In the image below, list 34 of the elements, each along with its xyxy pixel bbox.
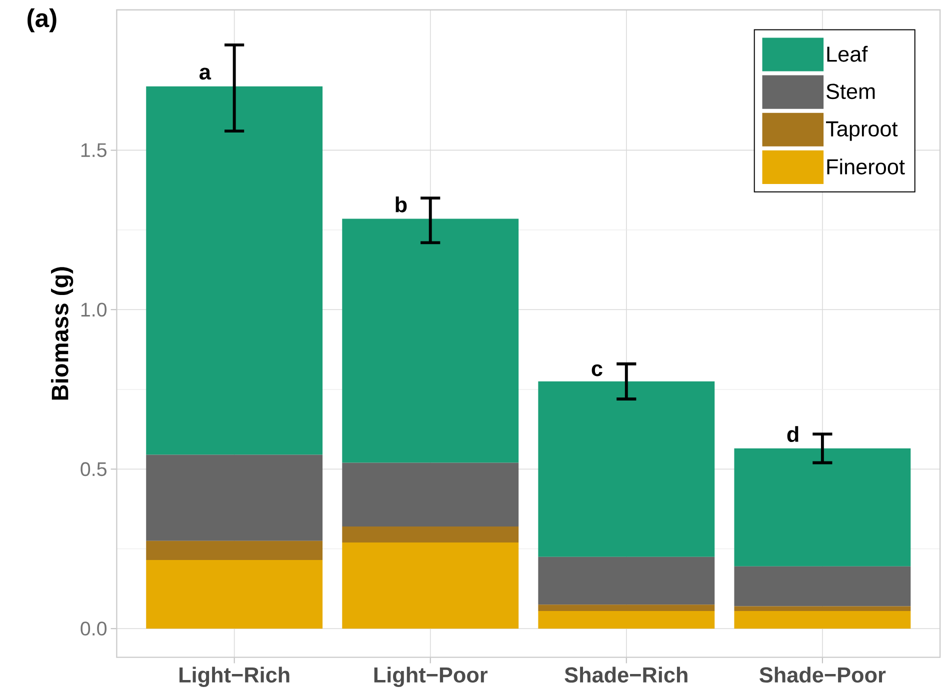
bar bbox=[342, 218, 519, 463]
annotation: a bbox=[200, 68, 212, 80]
bar bbox=[342, 542, 519, 629]
legend-label: Stem bbox=[826, 84, 875, 100]
bar bbox=[146, 540, 323, 560]
bar bbox=[342, 462, 519, 527]
x-tick-label: Light−Poor bbox=[374, 666, 488, 688]
annotation: b bbox=[396, 196, 407, 212]
bar bbox=[538, 604, 715, 612]
annotation: d bbox=[787, 426, 798, 442]
bar bbox=[734, 606, 911, 612]
y-axis-title: Biomass (g) bbox=[51, 267, 74, 400]
bar bbox=[734, 566, 911, 606]
legend-label: Fineroot bbox=[827, 158, 905, 175]
y-tick-label: 1.0 bbox=[81, 302, 107, 317]
bar bbox=[146, 560, 323, 629]
bar bbox=[734, 448, 911, 566]
x-tick-label: Light−Rich bbox=[180, 666, 290, 688]
chart-title: (a) bbox=[28, 8, 56, 32]
bar bbox=[146, 86, 323, 455]
bar bbox=[342, 526, 519, 543]
x-tick-label: Shade−Poor bbox=[760, 666, 886, 683]
bar bbox=[538, 556, 715, 605]
bar bbox=[538, 382, 715, 557]
y-tick-label: 1.5 bbox=[81, 143, 106, 158]
bar bbox=[538, 611, 715, 629]
x-tick-label: Shade−Rich bbox=[564, 666, 688, 683]
y-tick-label: 0.5 bbox=[80, 462, 106, 476]
annotation: c bbox=[592, 364, 602, 376]
y-tick-label: 0.0 bbox=[80, 622, 107, 636]
bar bbox=[734, 611, 911, 629]
legend-label: Leaf bbox=[827, 46, 868, 62]
bar bbox=[146, 454, 323, 541]
legend-label: Taproot bbox=[826, 122, 898, 141]
